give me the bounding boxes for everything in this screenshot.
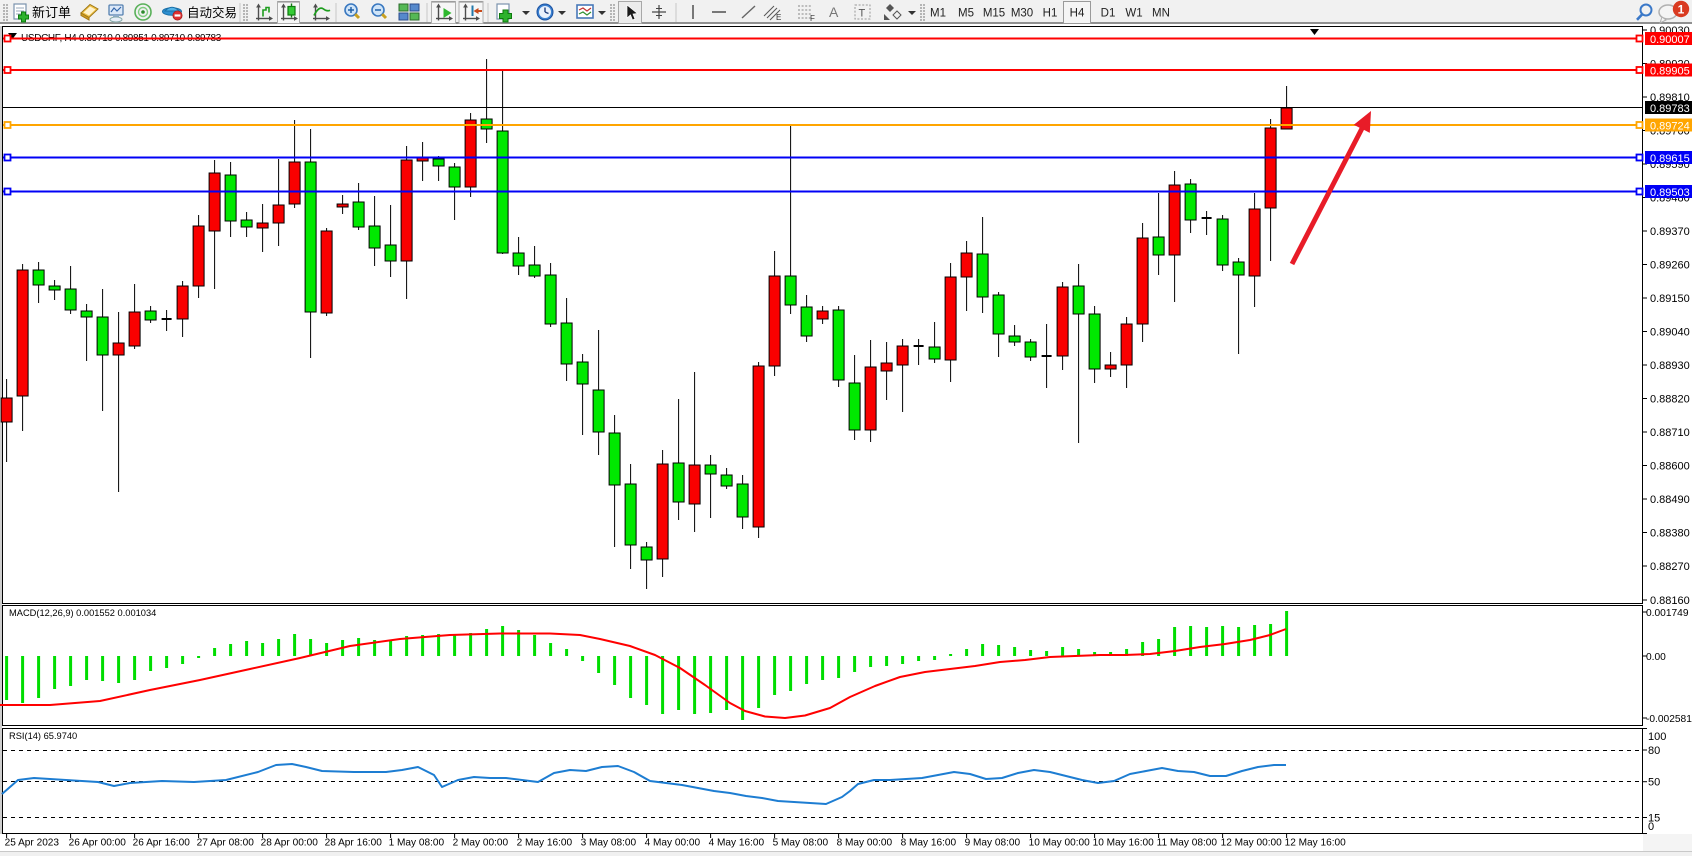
- svg-text:0.89783: 0.89783: [1650, 103, 1690, 115]
- svg-text:E: E: [776, 13, 781, 22]
- svg-text:M5: M5: [958, 8, 974, 20]
- svg-text:9 May 08:00: 9 May 08:00: [965, 838, 1021, 849]
- svg-text:0.89370: 0.89370: [1650, 226, 1690, 238]
- svg-text:M1: M1: [930, 8, 946, 20]
- svg-text:8 May 16:00: 8 May 16:00: [901, 838, 957, 849]
- svg-text:4 May 16:00: 4 May 16:00: [709, 838, 765, 849]
- svg-text:100: 100: [1648, 731, 1666, 743]
- svg-text:新订单: 新订单: [32, 5, 71, 20]
- svg-text:8 May 00:00: 8 May 00:00: [837, 838, 893, 849]
- svg-text:12 May 16:00: 12 May 16:00: [1285, 838, 1347, 849]
- svg-text:2 May 16:00: 2 May 16:00: [517, 838, 573, 849]
- svg-text:2 May 00:00: 2 May 00:00: [453, 838, 509, 849]
- svg-text:10 May 16:00: 10 May 16:00: [1093, 838, 1155, 849]
- svg-text:3 May 08:00: 3 May 08:00: [581, 838, 637, 849]
- svg-text:0.89503: 0.89503: [1650, 187, 1690, 199]
- svg-text:0.88380: 0.88380: [1650, 528, 1690, 540]
- svg-text:26 Apr 16:00: 26 Apr 16:00: [133, 838, 191, 849]
- svg-text:自动交易: 自动交易: [187, 5, 237, 20]
- svg-text:0.88820: 0.88820: [1650, 394, 1690, 406]
- svg-text:0.89260: 0.89260: [1650, 260, 1690, 272]
- svg-text:4 May 00:00: 4 May 00:00: [645, 838, 701, 849]
- svg-text:T: T: [859, 8, 866, 20]
- svg-text:80: 80: [1648, 745, 1660, 757]
- svg-text:W1: W1: [1125, 8, 1142, 20]
- svg-text:27 Apr 08:00: 27 Apr 08:00: [197, 838, 255, 849]
- svg-text:MN: MN: [1152, 8, 1170, 20]
- svg-text:0.89615: 0.89615: [1650, 153, 1690, 165]
- svg-text:0: 0: [1648, 821, 1654, 833]
- svg-text:F: F: [810, 14, 815, 23]
- svg-text:0.90007: 0.90007: [1650, 34, 1690, 46]
- svg-text:26 Apr 00:00: 26 Apr 00:00: [69, 838, 127, 849]
- svg-text:0.89040: 0.89040: [1650, 327, 1690, 339]
- svg-text:0.001749: 0.001749: [1646, 608, 1689, 619]
- svg-text:H4: H4: [1070, 8, 1085, 20]
- svg-text:10 May 00:00: 10 May 00:00: [1029, 838, 1091, 849]
- svg-text:50: 50: [1648, 777, 1660, 789]
- svg-text:0.00: 0.00: [1646, 652, 1666, 663]
- svg-text:15: 15: [1648, 813, 1660, 825]
- svg-text:0.88930: 0.88930: [1650, 360, 1690, 372]
- svg-text:25 Apr 2023: 25 Apr 2023: [5, 838, 60, 849]
- svg-text:RSI(14) 65.9740: RSI(14) 65.9740: [9, 731, 77, 741]
- svg-text:11 May 08:00: 11 May 08:00: [1157, 838, 1218, 849]
- svg-text:0.88600: 0.88600: [1650, 461, 1690, 473]
- svg-text:M30: M30: [1011, 8, 1033, 20]
- svg-text:0.89724: 0.89724: [1650, 121, 1690, 133]
- svg-text:1 May 08:00: 1 May 08:00: [389, 838, 445, 849]
- svg-text:MACD(12,26,9) 0.001552 0.00103: MACD(12,26,9) 0.001552 0.001034: [9, 608, 156, 618]
- svg-text:A: A: [829, 4, 839, 20]
- svg-text:0.89150: 0.89150: [1650, 293, 1690, 305]
- svg-text:H1: H1: [1043, 8, 1058, 20]
- svg-text:0.88710: 0.88710: [1650, 427, 1690, 439]
- svg-text:0.88490: 0.88490: [1650, 494, 1690, 506]
- svg-text:28 Apr 16:00: 28 Apr 16:00: [325, 838, 383, 849]
- svg-text:28 Apr 00:00: 28 Apr 00:00: [261, 838, 319, 849]
- svg-text:0.88160: 0.88160: [1650, 595, 1690, 607]
- svg-text:D1: D1: [1101, 8, 1116, 20]
- svg-text:0.88270: 0.88270: [1650, 561, 1690, 573]
- svg-text:12 May 00:00: 12 May 00:00: [1221, 838, 1283, 849]
- svg-text:0.89905: 0.89905: [1650, 66, 1690, 78]
- svg-text:1: 1: [1678, 3, 1685, 17]
- svg-text:-0.002581: -0.002581: [1646, 714, 1692, 725]
- svg-text:M15: M15: [983, 8, 1005, 20]
- svg-text:5 May 08:00: 5 May 08:00: [773, 838, 829, 849]
